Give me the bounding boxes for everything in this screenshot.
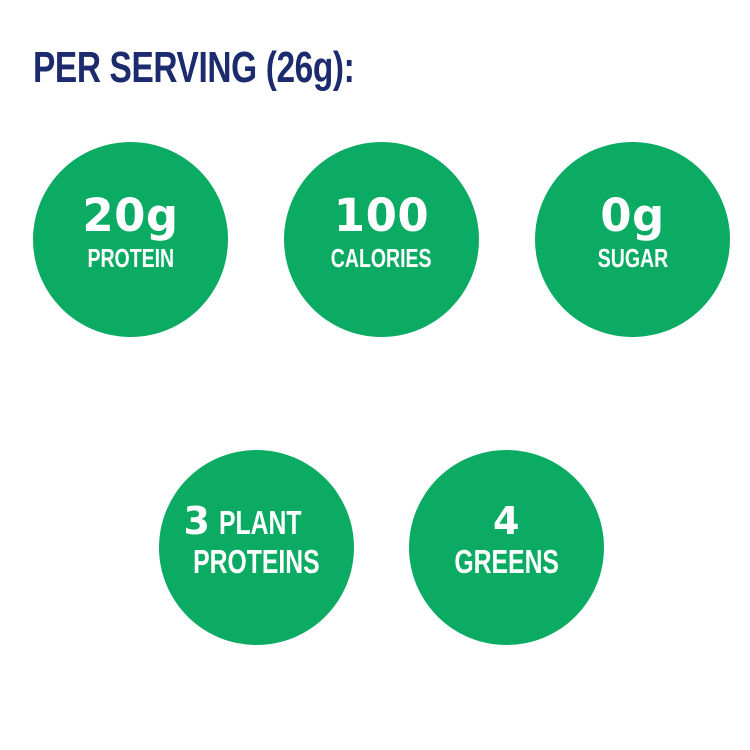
page-title: PER SERVING (26g): bbox=[33, 43, 355, 92]
stat-circle-protein: 20g PROTEIN bbox=[33, 142, 228, 337]
stat-circle-plant-proteins: 3 PLANT PROTEINS bbox=[159, 450, 354, 645]
stat-circle-calories: 100 CALORIES bbox=[284, 142, 479, 337]
stat-label-protein: PROTEIN bbox=[87, 242, 174, 273]
stat-content: 100 CALORIES bbox=[314, 193, 448, 273]
stat-circle-greens: 4 GREENS bbox=[409, 450, 604, 645]
stat-inline-label-plant: PLANT bbox=[219, 503, 302, 541]
stat-content: 20g PROTEIN bbox=[73, 193, 189, 273]
stat-value-calories: 100 bbox=[333, 188, 430, 242]
stat-value-protein: 20g bbox=[82, 188, 179, 242]
stat-content: 3 PLANT PROTEINS bbox=[172, 502, 341, 580]
stat-value-sugar: 0g bbox=[600, 188, 665, 242]
stat-value-line: 3 PLANT bbox=[184, 502, 330, 540]
stat-label-calories: CALORIES bbox=[331, 242, 432, 273]
stat-circle-sugar: 0g SUGAR bbox=[535, 142, 730, 337]
stat-value-greens: 4 bbox=[493, 498, 520, 543]
stat-label-plant-proteins: PROTEINS bbox=[193, 542, 320, 580]
stat-label-greens: GREENS bbox=[454, 542, 559, 580]
stat-label-sugar: SUGAR bbox=[597, 242, 668, 273]
stat-content: 0g SUGAR bbox=[586, 193, 680, 273]
stat-value-plant-proteins: 3 bbox=[183, 498, 211, 543]
stat-content: 4 GREENS bbox=[437, 502, 576, 580]
